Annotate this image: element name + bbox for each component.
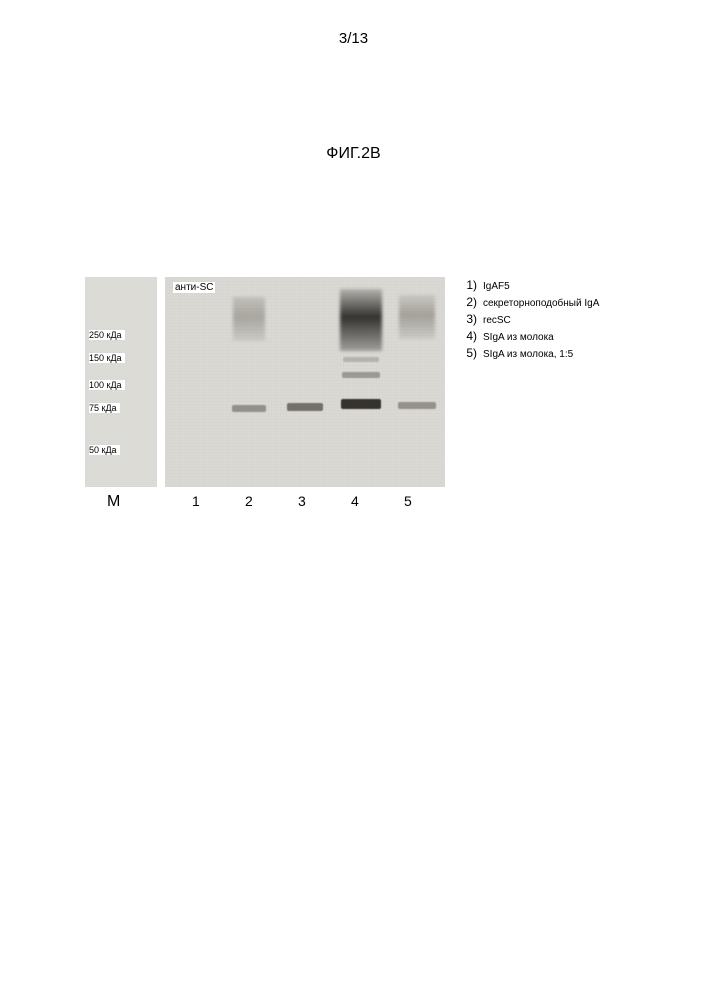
mw-marker: 75 кДа <box>89 403 120 413</box>
lane-labels: M 1 2 3 4 5 <box>85 493 445 513</box>
legend-text: SIgA из молока, 1:5 <box>483 349 573 360</box>
mw-marker: 50 кДа <box>89 445 120 455</box>
legend-row: 2) секреторноподобный IgA <box>455 295 599 309</box>
legend-num: 2) <box>455 295 477 309</box>
figure-title: ФИГ.2B <box>0 145 707 163</box>
legend-num: 3) <box>455 312 477 326</box>
blot-smear <box>233 297 265 341</box>
mw-marker: 100 кДа <box>89 380 125 390</box>
marker-lane: 250 кДа 150 кДа 100 кДа 75 кДа 50 кДа <box>85 277 157 487</box>
blot-band <box>287 403 323 411</box>
page-number: 3/13 <box>0 30 707 47</box>
lane-label: 3 <box>298 493 306 509</box>
lane-label: 1 <box>192 493 200 509</box>
legend: 1) IgAF5 2) секреторноподобный IgA 3) recSC 4)… <box>455 278 599 363</box>
blot-smear <box>340 289 382 351</box>
legend-row: 3) recSC <box>455 312 599 326</box>
legend-num: 1) <box>455 278 477 292</box>
figure-panel: 250 кДа 150 кДа 100 кДа 75 кДа 50 кДа анти-S… <box>85 277 445 487</box>
mw-marker: 250 кДа <box>89 330 125 340</box>
legend-row: 5) SIgA из молока, 1:5 <box>455 346 599 360</box>
blot-band <box>342 372 380 378</box>
lane-label-marker: M <box>107 493 120 511</box>
legend-num: 5) <box>455 346 477 360</box>
blot-image: анти-SC <box>165 277 445 487</box>
legend-row: 4) SIgA из молока <box>455 329 599 343</box>
page: 3/13 ФИГ.2B 250 кДа150 кДа100 кДа75 кДа5… <box>0 0 707 1000</box>
blot-band <box>232 405 266 412</box>
legend-text: recSC <box>483 315 511 326</box>
blot-smear <box>399 295 435 339</box>
lane-label: 5 <box>404 493 412 509</box>
blot-band <box>341 399 381 409</box>
legend-text: секреторноподобный IgA <box>483 298 599 309</box>
lane-label: 2 <box>245 493 253 509</box>
mw-marker: 150 кДа <box>89 353 125 363</box>
legend-num: 4) <box>455 329 477 343</box>
legend-text: SIgA из молока <box>483 332 554 343</box>
legend-text: IgAF5 <box>483 281 510 292</box>
blot-band <box>398 402 436 409</box>
blot-band <box>343 357 379 362</box>
antibody-label: анти-SC <box>173 282 215 293</box>
legend-row: 1) IgAF5 <box>455 278 599 292</box>
lane-label: 4 <box>351 493 359 509</box>
